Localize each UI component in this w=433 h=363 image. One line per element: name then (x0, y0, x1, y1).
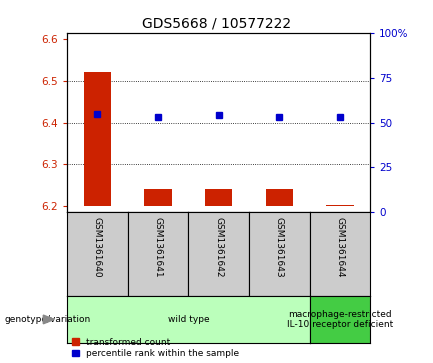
Text: GDS5668 / 10577222: GDS5668 / 10577222 (142, 16, 291, 30)
Bar (84, 72, 111, 206)
Text: GSM1361640: GSM1361640 (93, 216, 102, 277)
Text: GSM1361642: GSM1361642 (214, 216, 223, 277)
Legend: transformed count, percentile rank within the sample: transformed count, percentile rank withi… (71, 338, 239, 359)
Bar (326, 205, 353, 206)
Text: macrophage-restricted
IL-10 receptor deficient: macrophage-restricted IL-10 receptor def… (287, 310, 393, 329)
Bar (144, 189, 171, 206)
Bar (265, 189, 293, 206)
Text: GSM1361644: GSM1361644 (336, 216, 344, 277)
Text: GSM1361643: GSM1361643 (275, 216, 284, 277)
Text: GSM1361641: GSM1361641 (154, 216, 162, 277)
Text: genotype/variation: genotype/variation (4, 315, 90, 324)
Text: wild type: wild type (168, 315, 209, 324)
Bar (205, 189, 233, 206)
